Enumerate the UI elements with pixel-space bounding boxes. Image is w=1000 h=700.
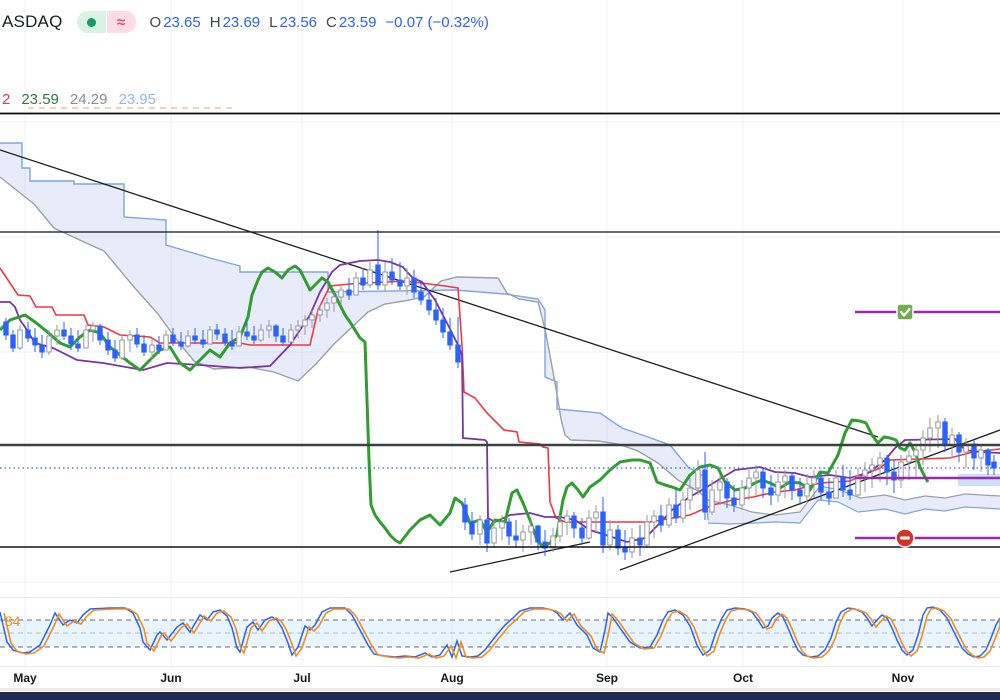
open-key: O bbox=[149, 13, 162, 31]
indicator-value-1: 2 bbox=[2, 91, 11, 108]
delayed-data-icon: ≈ bbox=[106, 11, 136, 33]
take-profit-check-icon[interactable] bbox=[896, 303, 914, 321]
indicator-value-3: 24.29 bbox=[69, 91, 108, 108]
pane-separator-bottom bbox=[0, 666, 1000, 667]
ichimoku-cloud-fill bbox=[0, 143, 708, 520]
indicator-value-4: 23.95 bbox=[118, 91, 156, 108]
symbol-name[interactable]: ASDAQ bbox=[2, 12, 63, 31]
indicator-value-2: 23.59 bbox=[21, 91, 59, 108]
green-comparison-line bbox=[0, 264, 930, 549]
senkou-b-line bbox=[0, 176, 709, 501]
close-key: C bbox=[326, 13, 337, 31]
stoch-k-line bbox=[0, 606, 1000, 660]
x-axis-month-label: Aug bbox=[440, 671, 464, 685]
lightblue-band bbox=[958, 474, 1000, 486]
chart-legend-header: ASDAQ ≈ O 23.65 H 23.69 L 23.56 C 23.59 −0.0… bbox=[2, 11, 489, 33]
stochastic-value-label: .84 bbox=[1, 613, 21, 629]
open-value: 23.65 bbox=[163, 13, 201, 31]
close-value: 23.59 bbox=[338, 13, 377, 31]
x-axis-month-label: May bbox=[13, 671, 37, 685]
check-glyph-icon bbox=[899, 307, 911, 317]
senkou-a2-line bbox=[707, 499, 1000, 525]
x-axis-month-label: Nov bbox=[891, 671, 915, 685]
x-axis-month-label: Jun bbox=[160, 671, 182, 685]
pane-separator-top[interactable] bbox=[0, 597, 1000, 598]
no-entry-bar-icon bbox=[900, 536, 910, 540]
axis-strip bbox=[0, 688, 1000, 691]
market-status-badge[interactable]: ≈ bbox=[76, 11, 136, 33]
high-key: H bbox=[209, 13, 221, 31]
x-axis-month-label: Jul bbox=[293, 671, 311, 685]
descending-trendline[interactable] bbox=[0, 149, 879, 438]
market-open-icon bbox=[76, 11, 106, 33]
high-value: 23.69 bbox=[222, 13, 261, 31]
change-value: −0.07 (−0.32%) bbox=[385, 13, 489, 31]
bottom-window-bar bbox=[0, 692, 1000, 700]
x-axis-month-label: Sep bbox=[595, 671, 619, 685]
indicator-legend-row[interactable]: 2 23.59 24.29 23.95 bbox=[2, 91, 156, 108]
stoch-d-line bbox=[3, 607, 1000, 661]
ichimoku-cloud2-fill bbox=[708, 486, 1000, 524]
ohlc-values: O 23.65 H 23.69 L 23.56 C 23.59 −0.07 (−0.32… bbox=[150, 14, 489, 31]
x-axis-month-label: Oct bbox=[732, 671, 754, 685]
low-key: L bbox=[269, 13, 278, 31]
low-value: 23.56 bbox=[279, 13, 318, 31]
